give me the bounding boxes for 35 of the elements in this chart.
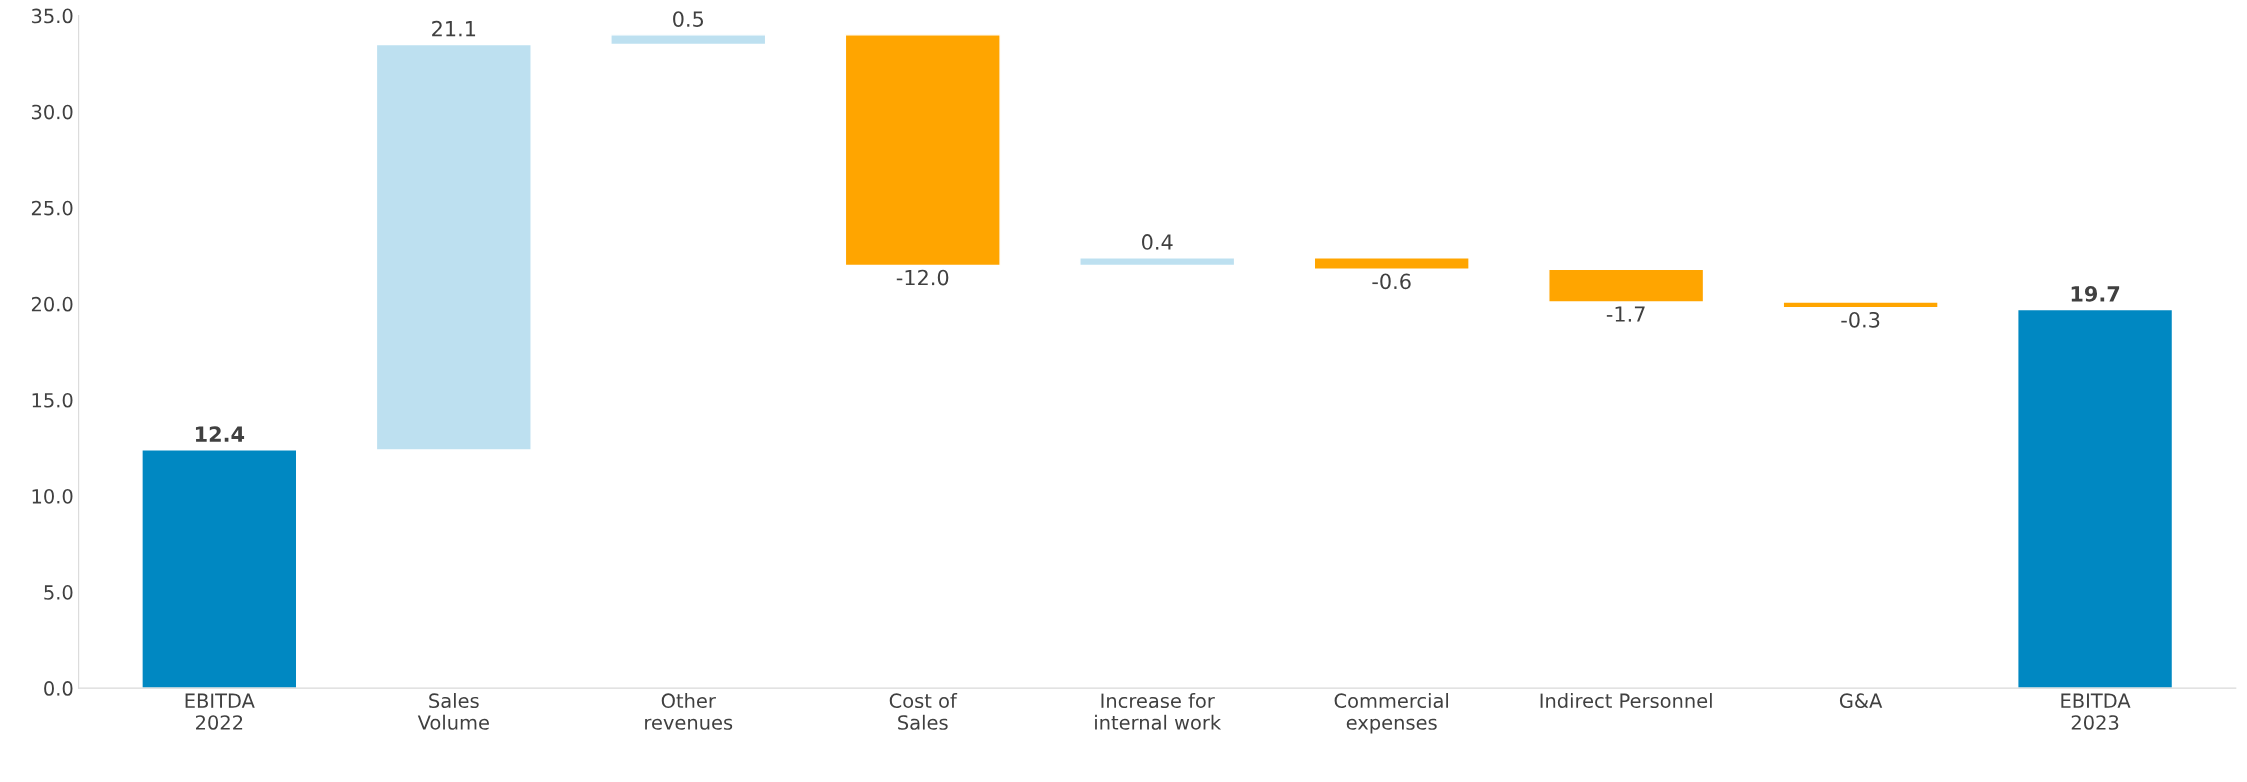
data-label: 0.4 [1142, 234, 1173, 250]
y-tick-label: 35.0 [31, 8, 73, 24]
x-tick-label: Cost of Sales [889, 693, 958, 730]
y-tick-label: 5.0 [44, 585, 73, 600]
x-tick-label: G&A [1839, 693, 1883, 709]
data-label: -12.0 [896, 269, 949, 286]
data-label: 21.1 [432, 20, 476, 37]
x-tick-label: EBITDA 2022 [185, 693, 255, 730]
y-tick-label: 0.0 [44, 681, 73, 696]
x-tick-label: Indirect Personnel [1540, 693, 1712, 709]
bar [610, 34, 767, 46]
x-tick-label: Other revenues [645, 693, 733, 730]
data-label: -0.6 [1372, 273, 1411, 290]
bar [844, 34, 1001, 267]
bar [375, 43, 532, 451]
data-label: 0.5 [673, 11, 704, 27]
y-tick-label: 15.0 [32, 392, 73, 408]
y-tick-label: 30.0 [31, 104, 73, 120]
data-label: 12.4 [195, 426, 245, 442]
x-tick-label: Sales Volume [417, 693, 489, 730]
bar [1313, 257, 1470, 270]
x-tick-label: Increase for internal work [1095, 693, 1222, 730]
data-label: 19.7 [2071, 286, 2120, 302]
y-tick-label: 20.0 [31, 296, 73, 312]
x-tick-label: EBITDA 2023 [2061, 693, 2131, 730]
bar [1782, 301, 1939, 309]
bar [2017, 308, 2174, 689]
data-label: -1.7 [1606, 306, 1645, 322]
y-tick-label: 25.0 [31, 200, 73, 216]
bar [1548, 268, 1705, 303]
data-label: -0.3 [1841, 311, 1880, 328]
y-tick-label: 10.0 [32, 488, 73, 504]
bar [141, 449, 298, 689]
x-tick-label: Commercial expenses [1334, 693, 1448, 734]
bar [1079, 257, 1236, 267]
